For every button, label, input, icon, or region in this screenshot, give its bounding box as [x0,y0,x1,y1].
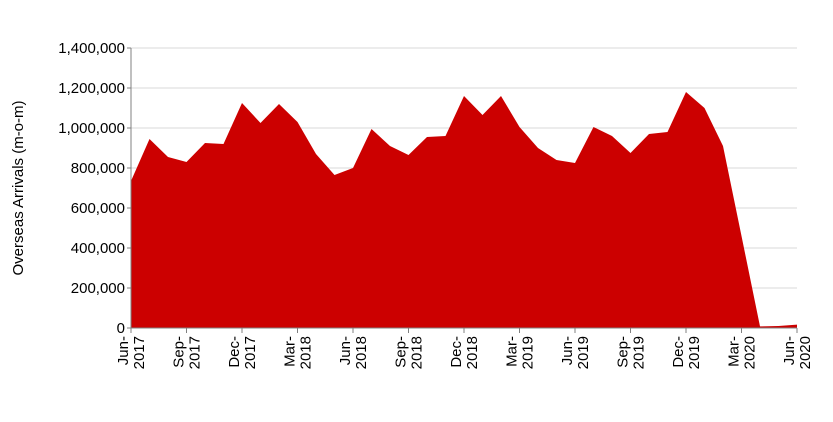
x-tick-label-year: 2020 [797,336,814,369]
x-tick-label: Mar- 2019 [504,336,537,369]
x-tick-label-year: 2018 [409,336,426,369]
x-tick-label-month: Sep- [171,336,188,368]
x-tick-label-year: 2019 [575,336,592,369]
y-tick-label: 200,000 [71,280,125,297]
x-tick-label: Dec- 2018 [448,336,481,369]
y-tick-label: 0 [117,320,125,337]
y-tick-label: 600,000 [71,200,125,217]
x-tick-label-month: Dec- [670,336,687,368]
x-tick-label-month: Jun- [781,336,798,365]
x-tick-label-month: Sep- [615,336,632,368]
y-tick-label: 1,000,000 [58,120,125,137]
x-tick-label: Dec- 2019 [670,336,703,369]
y-tick-labels: 0 200,000 400,000 600,000 800,000 1,000,000 1,… [58,40,125,337]
x-tick-label-month: Jun- [559,336,576,365]
x-tick-label-year: 2017 [187,336,204,369]
x-tick-label: Jun- 2018 [337,336,370,369]
x-tick-label-month: Dec- [226,336,243,368]
x-tick-labels: Jun- 2017 Sep- 2017 Dec- 2017 Mar- 2018 Jun- 2018… [115,336,814,369]
series-area [131,92,797,328]
x-tick-label-year: 2018 [464,336,481,369]
x-tick-label-month: Mar- [726,336,743,367]
x-tick-label-year: 2019 [520,336,537,369]
x-tick-label: Sep- 2019 [615,336,648,369]
x-tick-label-month: Mar- [282,336,299,367]
x-tick-label-year: 2017 [242,336,259,369]
x-tick-label-year: 2018 [353,336,370,369]
y-tick-label: 800,000 [71,160,125,177]
x-tick-label: Mar- 2018 [282,336,315,369]
y-tick-label: 1,400,000 [58,40,125,57]
x-tick-label-month: Jun- [337,336,354,365]
x-tick-label-month: Jun- [115,336,132,365]
y-axis-title: Overseas Arrivals (m-o-m) [10,100,27,275]
x-tick-label: Jun- 2020 [781,336,814,369]
x-tick-label-month: Mar- [504,336,521,367]
x-tick-label-year: 2018 [298,336,315,369]
x-tick-label-year: 2020 [742,336,759,369]
x-tick-label: Sep- 2018 [393,336,426,369]
x-tick-label: Dec- 2017 [226,336,259,369]
x-tick-label: Sep- 2017 [171,336,204,369]
x-tick-label-year: 2019 [686,336,703,369]
y-tick-label: 400,000 [71,240,125,257]
x-tick-label-month: Dec- [448,336,465,368]
series-area-fill [131,92,797,328]
x-tick-label-month: Sep- [393,336,410,368]
y-tick-label: 1,200,000 [58,80,125,97]
x-tick-label: Mar- 2020 [726,336,759,369]
axes [127,47,798,333]
x-tick-label: Jun- 2019 [559,336,592,369]
x-tick-label: Jun- 2017 [115,336,148,369]
x-tick-label-year: 2019 [631,336,648,369]
x-tick-label-year: 2017 [131,336,148,369]
